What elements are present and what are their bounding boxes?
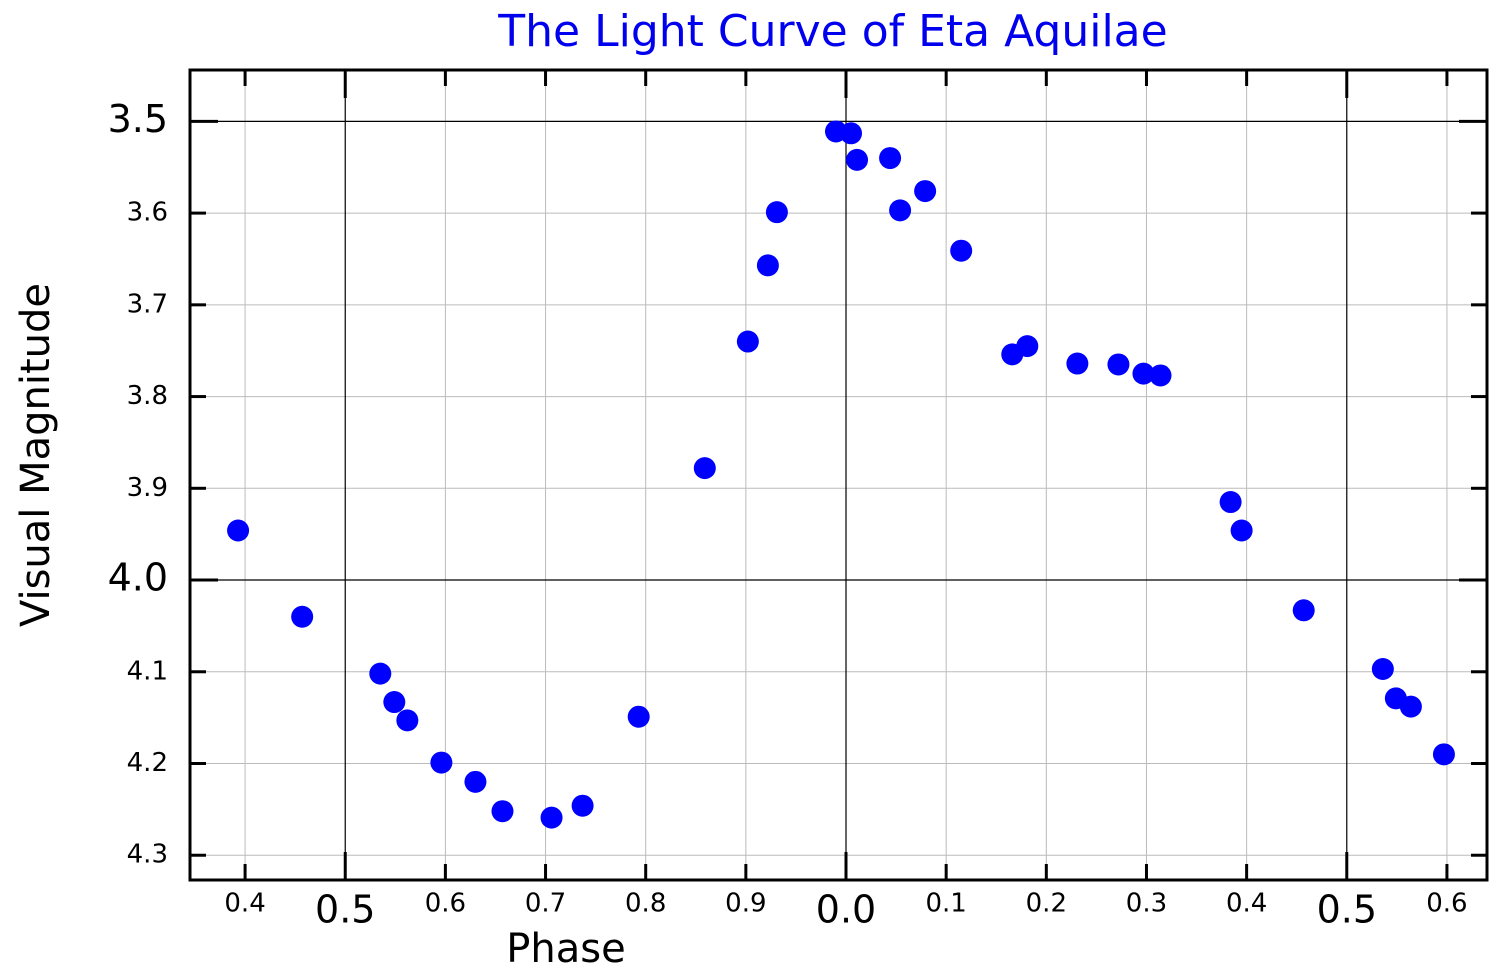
- data-point: [1107, 353, 1130, 376]
- x-tick-label: 0.6: [425, 889, 466, 919]
- data-point: [396, 709, 419, 732]
- data-point: [1219, 491, 1242, 514]
- y-tick-label: 4.0: [108, 556, 168, 600]
- data-point: [430, 751, 453, 774]
- data-point: [736, 330, 759, 353]
- y-tick-label: 4.2: [127, 748, 168, 778]
- data-point: [627, 705, 650, 728]
- y-tick-label: 3.9: [127, 473, 168, 503]
- x-tick-label: 0.5: [1317, 888, 1377, 932]
- x-tick-label: 0.4: [224, 889, 265, 919]
- data-point: [1230, 519, 1253, 542]
- data-point: [464, 770, 487, 793]
- x-tick-label: 0.0: [816, 888, 876, 932]
- x-tick-label: 0.7: [525, 889, 566, 919]
- x-tick-label: 0.9: [725, 889, 766, 919]
- y-axis-label: Visual Magnitude: [13, 283, 59, 627]
- data-point: [291, 605, 314, 628]
- y-tick-label: 4.1: [127, 656, 168, 686]
- data-point: [1016, 335, 1039, 358]
- data-point: [950, 239, 973, 262]
- y-tick-label: 3.5: [108, 97, 168, 141]
- y-tick-label: 3.8: [127, 381, 168, 411]
- data-point: [765, 201, 788, 224]
- x-tick-label: 0.2: [1026, 889, 1067, 919]
- data-point: [1132, 362, 1155, 385]
- data-point: [227, 519, 250, 542]
- data-point: [540, 806, 563, 829]
- data-point: [491, 800, 514, 823]
- y-tick-label: 4.3: [127, 840, 168, 870]
- data-point: [840, 122, 863, 145]
- data-point: [571, 794, 594, 817]
- data-point: [846, 148, 869, 171]
- plot-frame: [188, 68, 1489, 882]
- y-tick-label: 3.6: [127, 198, 168, 228]
- y-tick-label: 3.7: [127, 289, 168, 319]
- x-axis-label: Phase: [506, 926, 625, 972]
- x-tick-label: 0.1: [925, 889, 966, 919]
- data-point: [889, 199, 912, 222]
- x-tick-label: 0.3: [1126, 889, 1167, 919]
- data-point: [1149, 364, 1172, 387]
- x-tick-label: 0.6: [1426, 889, 1467, 919]
- data-point: [1292, 599, 1315, 622]
- data-point: [756, 254, 779, 277]
- x-tick-label: 0.5: [315, 888, 375, 932]
- data-point: [383, 691, 406, 714]
- x-tick-label: 0.8: [625, 889, 666, 919]
- data-point: [369, 662, 392, 685]
- data-point: [914, 180, 937, 203]
- data-point: [1399, 695, 1422, 718]
- data-point: [693, 457, 716, 480]
- chart-title: The Light Curve of Eta Aquilae: [497, 6, 1167, 57]
- data-point: [879, 147, 902, 170]
- data-point: [1066, 352, 1089, 375]
- data-point: [1371, 658, 1394, 681]
- x-tick-label: 0.4: [1226, 889, 1267, 919]
- data-point: [1432, 743, 1455, 766]
